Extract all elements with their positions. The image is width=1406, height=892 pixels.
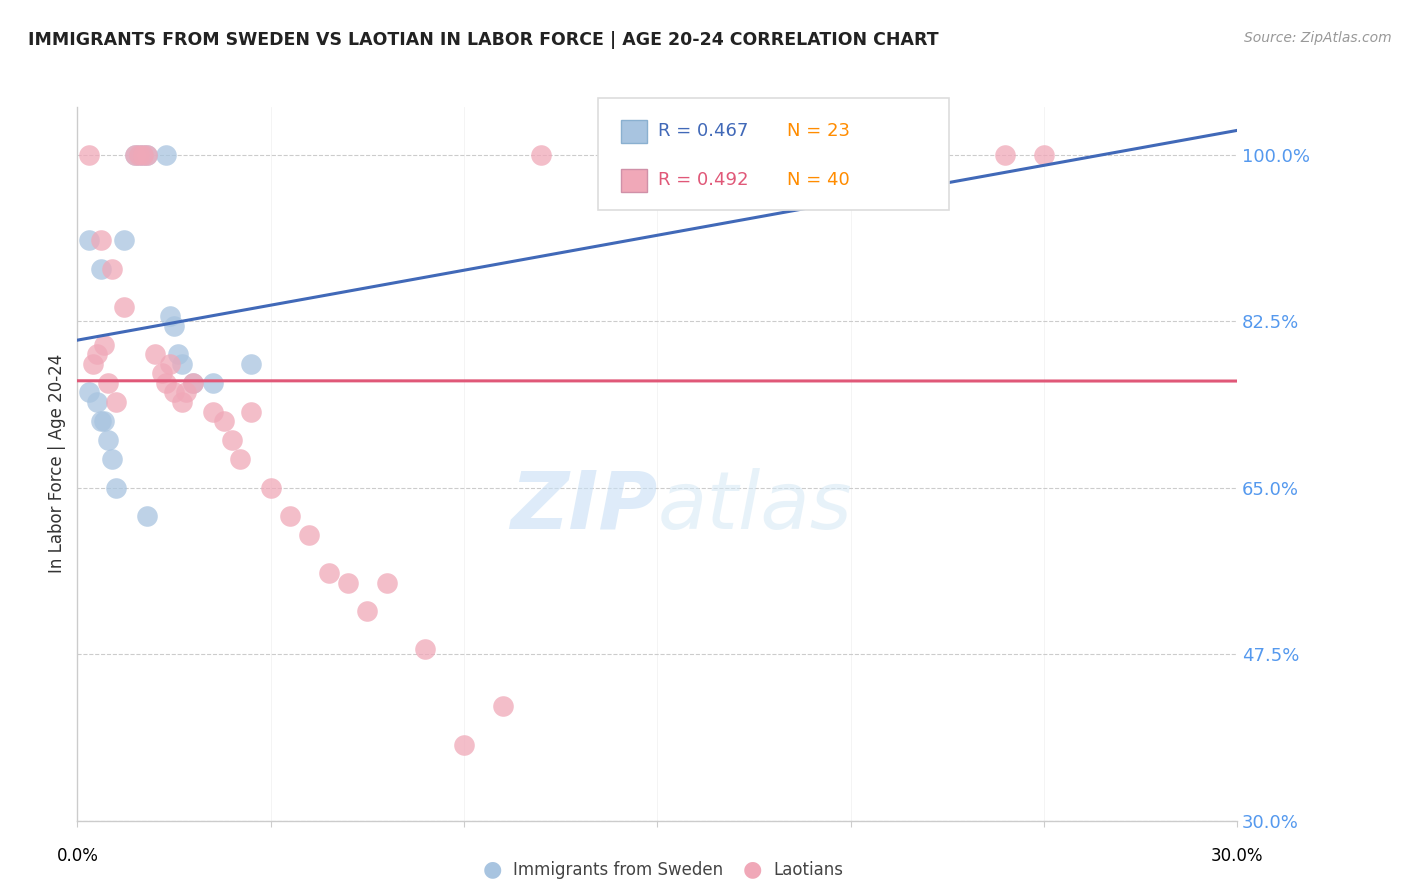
Point	[128, 147, 150, 161]
Point	[201, 404, 224, 418]
Point	[155, 147, 177, 161]
Point	[105, 481, 127, 495]
Point	[101, 261, 124, 276]
Point	[77, 147, 100, 161]
Point	[240, 404, 263, 418]
Text: N = 40: N = 40	[787, 171, 851, 189]
Point	[318, 566, 340, 581]
Point	[183, 376, 205, 390]
Point	[356, 604, 378, 618]
Point	[170, 357, 193, 371]
Point	[163, 318, 186, 333]
Point	[228, 452, 252, 467]
Text: Immigrants from Sweden: Immigrants from Sweden	[513, 861, 723, 879]
Point	[994, 147, 1017, 161]
Point	[82, 357, 104, 371]
Point	[152, 367, 174, 381]
Point	[159, 357, 181, 371]
Point	[170, 395, 193, 409]
Point	[132, 147, 155, 161]
Point	[135, 509, 157, 524]
Point	[453, 738, 475, 752]
Text: ●: ●	[742, 860, 762, 880]
Point	[90, 233, 111, 247]
Point	[155, 376, 177, 390]
Point	[174, 385, 197, 400]
Point	[259, 481, 281, 495]
Point	[105, 395, 127, 409]
Text: R = 0.492: R = 0.492	[658, 171, 748, 189]
Point	[163, 385, 186, 400]
Y-axis label: In Labor Force | Age 20-24: In Labor Force | Age 20-24	[48, 354, 66, 574]
Text: 0.0%: 0.0%	[56, 847, 98, 865]
Text: ZIP: ZIP	[510, 467, 658, 546]
Point	[492, 699, 515, 714]
Point	[278, 509, 301, 524]
Text: Laotians: Laotians	[773, 861, 844, 879]
Point	[90, 414, 111, 428]
Point	[124, 147, 146, 161]
Point	[93, 414, 115, 428]
Point	[112, 233, 135, 247]
Point	[375, 575, 398, 590]
Point	[240, 357, 263, 371]
Point	[298, 528, 321, 542]
Point	[1032, 147, 1054, 161]
Point	[159, 310, 181, 324]
Point	[143, 347, 166, 361]
Text: Source: ZipAtlas.com: Source: ZipAtlas.com	[1244, 31, 1392, 45]
Point	[97, 433, 120, 447]
Point	[86, 347, 108, 361]
Point	[214, 414, 236, 428]
Point	[97, 376, 120, 390]
Point	[336, 575, 359, 590]
Point	[221, 433, 243, 447]
Point	[530, 147, 553, 161]
Text: atlas: atlas	[658, 467, 852, 546]
Point	[90, 261, 111, 276]
Point	[93, 338, 115, 352]
Point	[135, 147, 157, 161]
Point	[112, 300, 135, 314]
Text: 30.0%: 30.0%	[1211, 847, 1264, 865]
Point	[77, 385, 100, 400]
Point	[86, 395, 108, 409]
Text: R = 0.467: R = 0.467	[658, 122, 748, 140]
Point	[132, 147, 155, 161]
Point	[183, 376, 205, 390]
Point	[77, 233, 100, 247]
Point	[128, 147, 150, 161]
Point	[101, 452, 124, 467]
Text: N = 23: N = 23	[787, 122, 851, 140]
Point	[166, 347, 188, 361]
Point	[413, 642, 436, 657]
Text: ●: ●	[482, 860, 502, 880]
Point	[607, 147, 630, 161]
Point	[135, 147, 157, 161]
Text: IMMIGRANTS FROM SWEDEN VS LAOTIAN IN LABOR FORCE | AGE 20-24 CORRELATION CHART: IMMIGRANTS FROM SWEDEN VS LAOTIAN IN LAB…	[28, 31, 939, 49]
Point	[201, 376, 224, 390]
Point	[124, 147, 146, 161]
